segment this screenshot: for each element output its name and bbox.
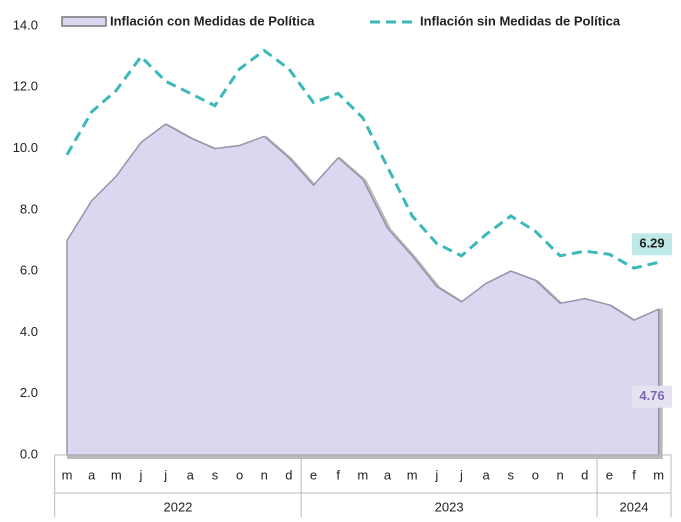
y-tick-label: 6.0 bbox=[20, 263, 38, 278]
legend-label: Inflación sin Medidas de Política bbox=[420, 13, 621, 28]
x-tick-label: e bbox=[310, 467, 317, 482]
x-tick-label: m bbox=[62, 467, 73, 482]
x-tick-label: f bbox=[632, 467, 636, 482]
line bbox=[65, 48, 660, 270]
x-tick-label: s bbox=[212, 467, 219, 482]
x-tick-label: m bbox=[357, 467, 368, 482]
x-tick-label: s bbox=[508, 467, 515, 482]
x-tick-label: j bbox=[163, 467, 167, 482]
y-tick-label: 2.0 bbox=[20, 385, 38, 400]
x-tick-label: e bbox=[606, 467, 613, 482]
data-label-box bbox=[632, 385, 672, 408]
x-tick-label: d bbox=[581, 467, 588, 482]
legend-label: Inflación con Medidas de Política bbox=[110, 13, 315, 28]
y-tick-label: 14.0 bbox=[13, 17, 38, 32]
x-tick-label: a bbox=[88, 467, 96, 482]
x-tick-label: n bbox=[556, 467, 563, 482]
y-tick-label: 12.0 bbox=[13, 79, 38, 94]
x-tick-label: f bbox=[336, 467, 340, 482]
x-group-label: 2023 bbox=[435, 499, 464, 514]
x-tick-label: m bbox=[407, 467, 418, 482]
x-tick-label: n bbox=[261, 467, 268, 482]
data-label-box bbox=[632, 233, 672, 256]
x-tick-label: m bbox=[111, 467, 122, 482]
legend-swatch bbox=[61, 16, 107, 27]
x-tick-label: j bbox=[434, 467, 438, 482]
x-tick-label: d bbox=[285, 467, 292, 482]
y-tick-label: 8.0 bbox=[20, 201, 38, 216]
x-tick-label: o bbox=[236, 467, 243, 482]
x-tick-label: m bbox=[653, 467, 664, 482]
area bbox=[66, 123, 660, 456]
x-group-label: 2022 bbox=[163, 499, 192, 514]
data-label: 6.29 bbox=[639, 236, 664, 251]
x-tick-label: o bbox=[532, 467, 539, 482]
x-tick-label: j bbox=[459, 467, 463, 482]
y-tick-label: 10.0 bbox=[13, 140, 38, 155]
x-tick-label: a bbox=[384, 467, 392, 482]
x-tick-label: j bbox=[139, 467, 143, 482]
x-tick-label: a bbox=[187, 467, 195, 482]
x-tick-label: a bbox=[482, 467, 490, 482]
y-tick-label: 0.0 bbox=[20, 446, 38, 461]
y-tick-label: 4.0 bbox=[20, 324, 38, 339]
data-label: 4.76 bbox=[639, 388, 664, 403]
x-group-label: 2024 bbox=[620, 499, 649, 514]
